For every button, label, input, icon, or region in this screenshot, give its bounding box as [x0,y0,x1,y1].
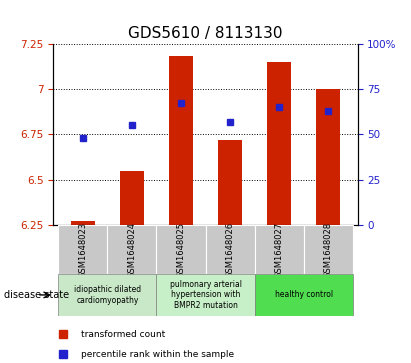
Bar [71,221,95,225]
FancyBboxPatch shape [254,274,353,316]
FancyBboxPatch shape [254,225,304,274]
Text: GSM1648028: GSM1648028 [323,221,332,278]
FancyBboxPatch shape [304,225,353,274]
Text: pulmonary arterial
hypertension with
BMPR2 mutation: pulmonary arterial hypertension with BMP… [169,280,242,310]
Bar [316,89,340,225]
FancyBboxPatch shape [157,225,206,274]
Bar [120,171,144,225]
FancyBboxPatch shape [157,274,254,316]
Text: healthy control: healthy control [275,290,332,299]
Text: GSM1648027: GSM1648027 [275,221,284,278]
Text: transformed count: transformed count [81,330,165,339]
Text: percentile rank within the sample: percentile rank within the sample [81,350,234,359]
Bar [218,140,242,225]
Text: idiopathic dilated
cardiomyopathy: idiopathic dilated cardiomyopathy [74,285,141,305]
Text: GSM1648024: GSM1648024 [127,221,136,278]
FancyBboxPatch shape [58,225,107,274]
Title: GDS5610 / 8113130: GDS5610 / 8113130 [128,26,283,41]
Bar [267,62,291,225]
FancyBboxPatch shape [107,225,157,274]
Text: GSM1648026: GSM1648026 [226,221,235,278]
Bar [169,56,193,225]
Text: GSM1648023: GSM1648023 [79,221,88,278]
Text: disease state: disease state [4,290,69,300]
FancyBboxPatch shape [206,225,254,274]
Text: GSM1648025: GSM1648025 [176,221,185,278]
FancyBboxPatch shape [58,274,157,316]
